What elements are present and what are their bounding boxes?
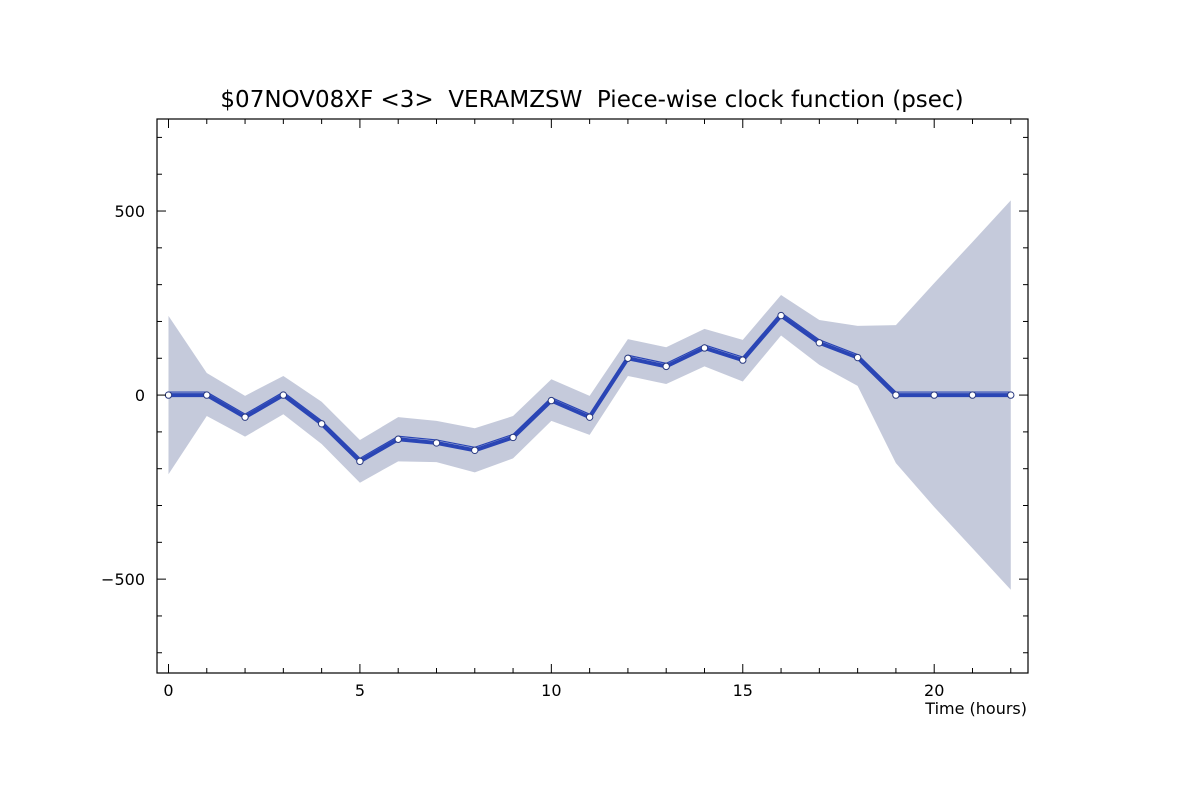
- x-tick-label: 15: [733, 681, 753, 700]
- axis-ticks-layer: [157, 119, 1028, 673]
- data-point: [471, 446, 479, 454]
- y-tick-label: 500: [114, 202, 145, 221]
- data-point: [624, 354, 632, 362]
- data-point: [241, 413, 249, 421]
- data-point: [1007, 391, 1015, 399]
- x-tick-label: 0: [163, 681, 173, 700]
- x-tick-label: 20: [924, 681, 944, 700]
- uncertainty-band: [168, 200, 1011, 590]
- data-point: [509, 433, 517, 442]
- data-point: [700, 344, 709, 352]
- x-tick-label: 5: [355, 681, 365, 700]
- plot-frame: [156, 118, 1029, 674]
- data-point: [892, 391, 900, 399]
- y-tick-label: 0: [135, 386, 145, 405]
- data-point: [317, 420, 326, 428]
- data-point: [432, 439, 441, 447]
- data-point: [930, 391, 938, 399]
- data-point: [356, 457, 364, 466]
- data-point: [585, 413, 594, 421]
- data-point: [203, 391, 211, 399]
- data-point: [164, 391, 173, 399]
- uncertainty-band-layer: [168, 200, 1011, 590]
- data-point: [394, 435, 402, 443]
- x-tick-label: 10: [541, 681, 561, 700]
- clock-series-layer: [164, 311, 1015, 466]
- tick-labels-layer: 0 5 10 15 20 −500 0 500: [101, 202, 944, 700]
- data-point: [279, 391, 288, 399]
- y-tick-label: −500: [101, 570, 145, 589]
- data-point: [662, 362, 670, 371]
- x-axis-label: Time (hours): [924, 699, 1027, 718]
- data-point: [739, 356, 747, 364]
- data-point: [853, 353, 862, 362]
- data-point: [968, 391, 977, 399]
- data-point: [815, 339, 824, 347]
- chart-title: $07NOV08XF <3> VERAMZSW Piece-wise clock…: [220, 87, 963, 113]
- data-point: [777, 311, 785, 320]
- data-point: [547, 396, 556, 405]
